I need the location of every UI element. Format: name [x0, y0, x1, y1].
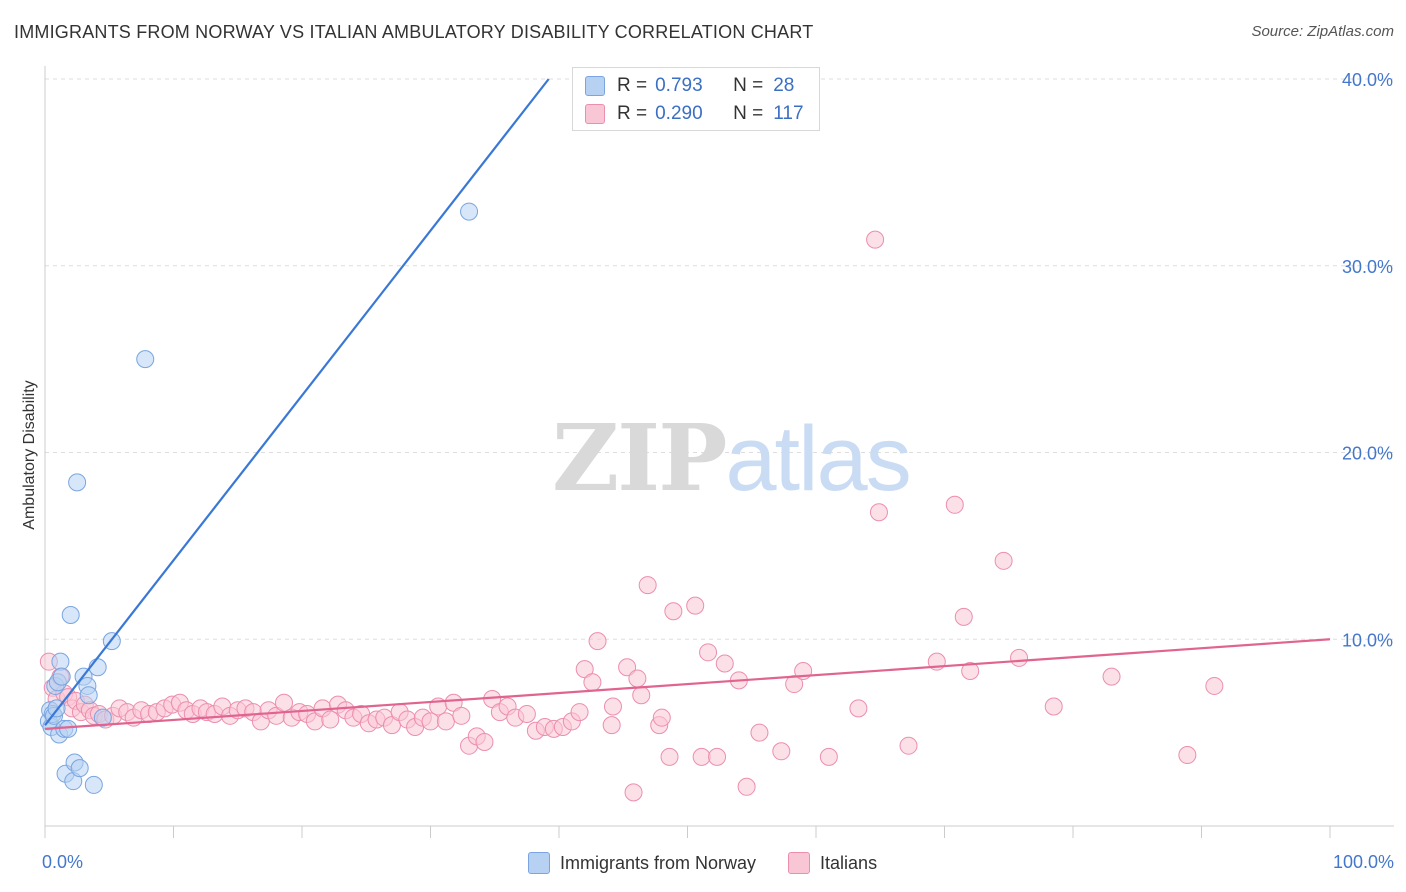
series-italians-points	[39, 230, 1224, 802]
correlation-legend: R = 0.793 N = 28 R = 0.290 N = 117	[572, 67, 820, 131]
legend-n-value-italians: 117	[773, 103, 804, 124]
data-point-italians	[869, 503, 888, 522]
trend-lines	[44, 78, 1331, 730]
data-point-italians	[618, 658, 637, 677]
legend-row-norway: R = 0.793 N = 28	[585, 74, 794, 98]
data-point-italians	[737, 777, 756, 796]
axes	[44, 66, 1394, 838]
gridlines	[45, 78, 1394, 640]
chart-title: IMMIGRANTS FROM NORWAY VS ITALIAN AMBULA…	[14, 22, 814, 42]
legend-n-label: N =	[733, 75, 764, 96]
data-point-italians	[1102, 667, 1121, 686]
data-point-italians	[664, 602, 683, 621]
x-tick-label-max: 100.0%	[1332, 852, 1394, 872]
data-point-norway	[88, 658, 107, 677]
chart-source: Source: ZipAtlas.com	[1251, 23, 1394, 40]
data-point-italians	[1178, 746, 1197, 765]
legend-r-label: R =	[617, 75, 648, 96]
data-point-italians	[961, 661, 980, 680]
data-point-italians	[692, 747, 711, 766]
data-point-italians	[632, 686, 651, 705]
legend-swatch-norway	[528, 852, 550, 874]
data-point-italians	[321, 710, 340, 729]
data-point-italians	[275, 693, 294, 712]
data-point-italians	[588, 632, 607, 651]
y-tick-label: 40.0%	[1342, 70, 1393, 90]
data-point-italians	[1044, 697, 1063, 716]
y-axis-label: Ambulatory Disability	[21, 380, 38, 530]
series-legend: Immigrants from Norway Italians	[528, 852, 877, 874]
legend-r-label: R =	[617, 103, 648, 124]
data-point-italians	[652, 708, 671, 727]
y-tick-labels: 10.0% 20.0% 30.0% 40.0%	[1342, 70, 1393, 650]
y-tick-label: 30.0%	[1342, 257, 1393, 277]
data-point-italians	[660, 747, 679, 766]
legend-swatch-italians	[585, 104, 605, 124]
data-point-italians	[686, 596, 705, 615]
trend-line-italians	[44, 638, 1331, 730]
legend-row-italians: R = 0.290 N = 117	[585, 102, 804, 126]
data-point-italians	[517, 704, 536, 723]
data-point-italians	[954, 607, 973, 626]
y-tick-label: 20.0%	[1342, 444, 1393, 464]
data-point-italians	[819, 747, 838, 766]
legend-n-label: N =	[733, 103, 764, 124]
legend-n-value-norway: 28	[773, 75, 795, 96]
watermark-atlas: atlas	[725, 408, 911, 510]
data-point-italians	[715, 654, 734, 673]
data-point-italians	[750, 723, 769, 742]
data-point-italians	[475, 732, 494, 751]
data-point-italians	[899, 736, 918, 755]
data-point-italians	[699, 643, 718, 662]
data-point-italians	[1010, 648, 1029, 667]
legend-swatch-italians	[788, 852, 811, 874]
data-point-norway	[136, 350, 155, 369]
data-point-italians	[1205, 676, 1224, 695]
data-point-italians	[945, 495, 964, 514]
data-point-italians	[436, 712, 455, 731]
watermark-zip: ZIP	[552, 404, 727, 512]
x-tick-label-min: 0.0%	[42, 852, 84, 872]
data-point-italians	[628, 669, 647, 688]
data-point-italians	[638, 576, 657, 595]
data-point-norway	[68, 473, 87, 492]
data-point-italians	[849, 699, 868, 718]
data-point-italians	[421, 712, 440, 731]
data-point-italians	[994, 551, 1013, 570]
data-point-norway	[460, 202, 479, 221]
data-point-italians	[583, 673, 602, 692]
data-point-italians	[772, 742, 791, 761]
series-norway-points	[39, 202, 479, 794]
data-point-norway	[51, 652, 70, 671]
watermark: ZIPatlas	[552, 404, 912, 512]
legend-label-norway: Immigrants from Norway	[560, 852, 757, 873]
legend-swatch-norway	[585, 76, 605, 96]
data-point-italians	[603, 697, 622, 716]
data-point-italians	[708, 747, 727, 766]
data-point-norway	[93, 708, 112, 727]
data-point-italians	[452, 706, 471, 725]
trend-line-norway	[44, 78, 550, 726]
data-point-norway	[61, 605, 80, 624]
data-point-norway	[59, 719, 78, 738]
data-point-norway	[52, 667, 71, 686]
data-point-italians	[624, 783, 643, 802]
legend-r-value-norway: 0.793	[655, 75, 703, 96]
data-point-italians	[866, 230, 885, 249]
data-point-italians	[570, 703, 589, 722]
data-point-italians	[602, 716, 621, 735]
data-point-norway	[84, 775, 103, 794]
data-point-norway	[70, 759, 89, 778]
data-point-norway	[79, 686, 98, 705]
legend-r-value-italians: 0.290	[655, 103, 703, 124]
y-tick-label: 10.0%	[1342, 630, 1393, 650]
legend-label-italians: Italians	[820, 852, 878, 873]
